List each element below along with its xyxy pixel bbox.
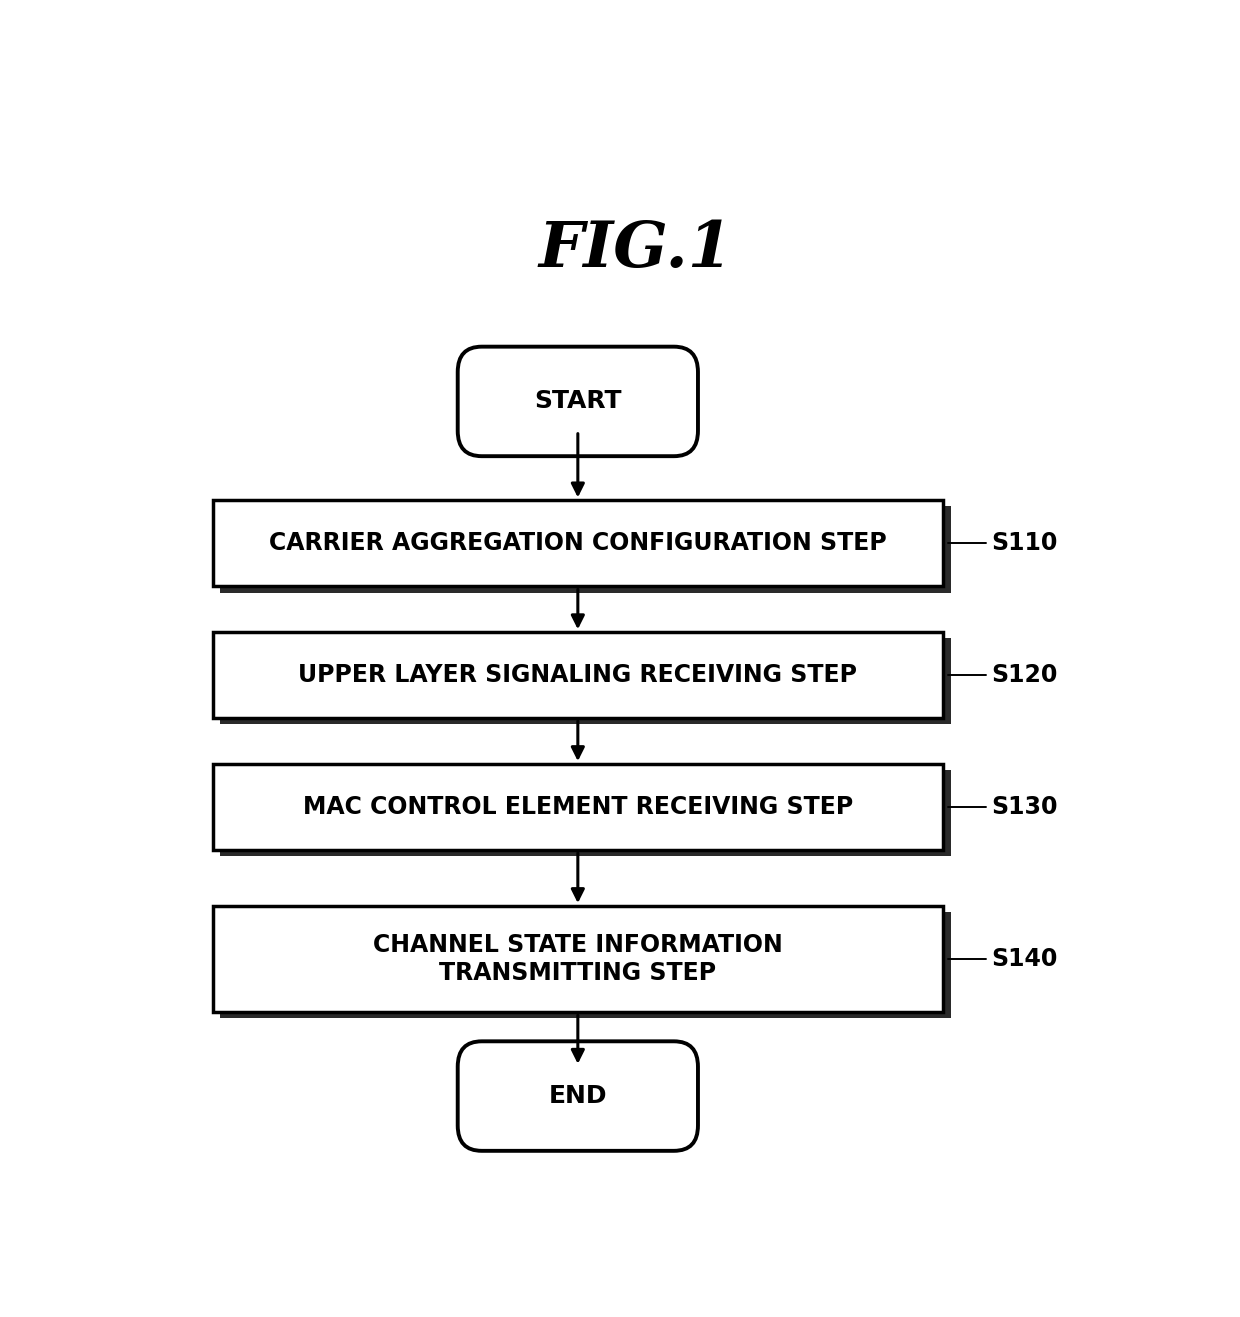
Text: S130: S130 xyxy=(991,795,1058,819)
Text: FIG.1: FIG.1 xyxy=(538,219,733,281)
FancyBboxPatch shape xyxy=(213,500,944,586)
FancyBboxPatch shape xyxy=(458,1042,698,1151)
Text: CARRIER AGGREGATION CONFIGURATION STEP: CARRIER AGGREGATION CONFIGURATION STEP xyxy=(269,531,887,556)
Text: END: END xyxy=(548,1084,608,1108)
Text: S110: S110 xyxy=(991,531,1058,556)
FancyBboxPatch shape xyxy=(213,906,944,1013)
Text: UPPER LAYER SIGNALING RECEIVING STEP: UPPER LAYER SIGNALING RECEIVING STEP xyxy=(299,664,857,687)
FancyBboxPatch shape xyxy=(213,764,944,851)
Text: S140: S140 xyxy=(991,947,1058,971)
Text: START: START xyxy=(534,390,621,414)
FancyBboxPatch shape xyxy=(221,911,951,1018)
Text: MAC CONTROL ELEMENT RECEIVING STEP: MAC CONTROL ELEMENT RECEIVING STEP xyxy=(303,795,853,819)
FancyBboxPatch shape xyxy=(221,639,951,724)
Text: CHANNEL STATE INFORMATION
TRANSMITTING STEP: CHANNEL STATE INFORMATION TRANSMITTING S… xyxy=(373,934,782,985)
FancyBboxPatch shape xyxy=(458,346,698,456)
FancyBboxPatch shape xyxy=(221,770,951,856)
FancyBboxPatch shape xyxy=(213,632,944,718)
Text: S120: S120 xyxy=(991,664,1058,687)
FancyBboxPatch shape xyxy=(221,506,951,593)
